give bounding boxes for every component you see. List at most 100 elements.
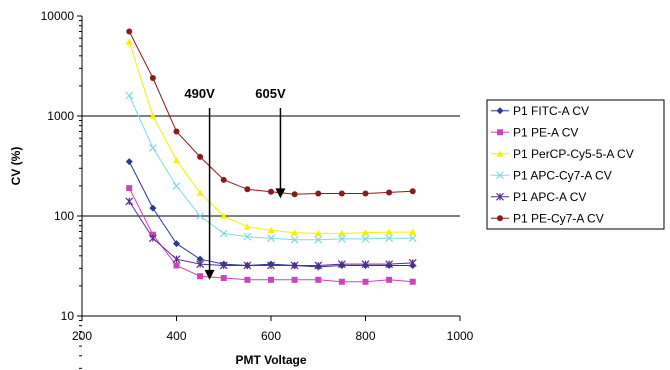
data-point xyxy=(338,278,345,285)
data-point xyxy=(386,189,393,196)
legend-label: P1 PE-A CV xyxy=(513,125,578,139)
data-point xyxy=(220,212,228,219)
data-point xyxy=(338,190,345,197)
data-point xyxy=(362,229,369,236)
series-line-p1-pe-cy7-a-cv xyxy=(128,31,413,195)
legend-entry-p1-pe-a-cv: P1 PE-A CV xyxy=(491,125,578,139)
y-tick-label: 10 xyxy=(61,309,75,323)
legend-entry-p1-pe-cy7-a-cv: P1 PE-Cy7-A CV xyxy=(491,211,604,225)
y-tick-label: 1000 xyxy=(47,109,74,123)
data-point xyxy=(172,181,181,190)
data-point xyxy=(173,240,180,248)
legend-label: P1 PerCP-Cy5-5-A CV xyxy=(513,147,634,161)
data-point xyxy=(291,276,298,283)
legend-entry-p1-apc-a-cv: P1 APC-A CV xyxy=(491,190,586,204)
legend-swatch-marker xyxy=(496,171,504,180)
data-point xyxy=(148,234,157,243)
series-lines xyxy=(128,31,413,283)
data-point xyxy=(361,234,370,243)
data-point xyxy=(314,261,323,270)
series-markers xyxy=(125,28,417,285)
data-point xyxy=(196,260,205,269)
legend-entry-p1-fitc-a-cv: P1 FITC-A CV xyxy=(491,104,589,118)
data-point xyxy=(196,189,204,196)
data-point xyxy=(385,234,394,243)
data-point xyxy=(267,234,275,243)
data-point xyxy=(315,276,322,283)
series-points-p1-apc-a-cv xyxy=(125,197,417,270)
annotation-arrow-head xyxy=(204,269,215,280)
legend-swatch-marker xyxy=(497,215,503,222)
data-point xyxy=(244,186,251,193)
data-point xyxy=(219,229,228,238)
data-point xyxy=(314,229,322,237)
data-point xyxy=(125,197,134,206)
data-point xyxy=(362,278,369,285)
data-point xyxy=(337,260,346,269)
series-points-p1-apc-cy7-a-cv xyxy=(125,91,417,244)
data-point xyxy=(172,255,181,264)
data-point xyxy=(291,191,298,198)
data-point xyxy=(148,143,157,152)
data-point xyxy=(290,261,299,270)
data-point xyxy=(409,278,416,285)
series-points-p1-percp-cy5-5-a-cv xyxy=(125,38,417,237)
legend-label: P1 FITC-A CV xyxy=(513,104,589,118)
x-axis-title: PMT Voltage xyxy=(235,353,306,367)
data-point xyxy=(338,229,346,237)
x-tick-label: 800 xyxy=(355,329,375,343)
data-point xyxy=(408,234,417,243)
annotation-label: 490V xyxy=(184,86,215,101)
data-point xyxy=(337,234,346,243)
data-point xyxy=(243,232,252,241)
data-point xyxy=(126,185,133,192)
x-tick-label: 600 xyxy=(261,329,281,343)
data-point xyxy=(173,128,180,135)
data-point xyxy=(149,74,156,81)
series-line-p1-apc-a-cv xyxy=(128,201,413,266)
data-point xyxy=(291,229,299,236)
data-point xyxy=(243,261,252,270)
legend-entry-p1-percp-cy5-5-a-cv: P1 PerCP-Cy5-5-A CV xyxy=(491,147,634,161)
data-point xyxy=(409,228,417,235)
data-point xyxy=(220,176,227,183)
data-point xyxy=(125,158,133,166)
y-tick-label: 100 xyxy=(54,209,74,223)
legend: P1 FITC-A CV P1 PE-A CV P1 PerCP-Cy5-5-A C… xyxy=(486,99,665,230)
data-point xyxy=(244,276,251,283)
data-point xyxy=(197,153,204,160)
legend-label: P1 APC-A CV xyxy=(513,190,586,204)
data-point xyxy=(243,223,251,230)
annotation-arrow-head xyxy=(275,188,286,199)
x-tick-label: 1000 xyxy=(447,329,474,343)
data-point xyxy=(196,212,205,220)
x-tick-label: 400 xyxy=(166,329,186,343)
data-point xyxy=(125,38,133,45)
x-tick-label: 200 xyxy=(72,329,92,343)
series-points-p1-pe-a-cv xyxy=(126,185,416,285)
legend-box xyxy=(486,99,665,230)
annotation-490v: 490V xyxy=(184,86,215,280)
data-point xyxy=(219,261,228,270)
data-point xyxy=(149,204,157,212)
plot-area: 10 100 1000 10000 200 400 600 800 1000 490V 605V xyxy=(41,9,474,369)
y-axis-title: CV (%) xyxy=(9,147,23,186)
annotation-label: 605V xyxy=(255,86,286,101)
data-point xyxy=(408,258,417,267)
legend-swatch-marker xyxy=(496,192,504,201)
series-line-p1-apc-cy7-a-cv xyxy=(128,95,413,241)
data-point xyxy=(362,190,369,197)
legend-swatch-marker xyxy=(497,129,503,136)
axes xyxy=(77,15,461,369)
series-line-p1-percp-cy5-5-a-cv xyxy=(128,41,413,234)
data-point xyxy=(314,235,323,244)
data-point xyxy=(126,28,133,35)
gridlines xyxy=(82,115,460,217)
data-point xyxy=(268,188,274,195)
data-point xyxy=(290,235,299,244)
annotation-605v: 605V xyxy=(255,86,286,199)
data-point xyxy=(149,112,157,119)
data-point xyxy=(386,276,393,283)
data-point xyxy=(173,262,180,269)
data-point xyxy=(197,273,204,280)
